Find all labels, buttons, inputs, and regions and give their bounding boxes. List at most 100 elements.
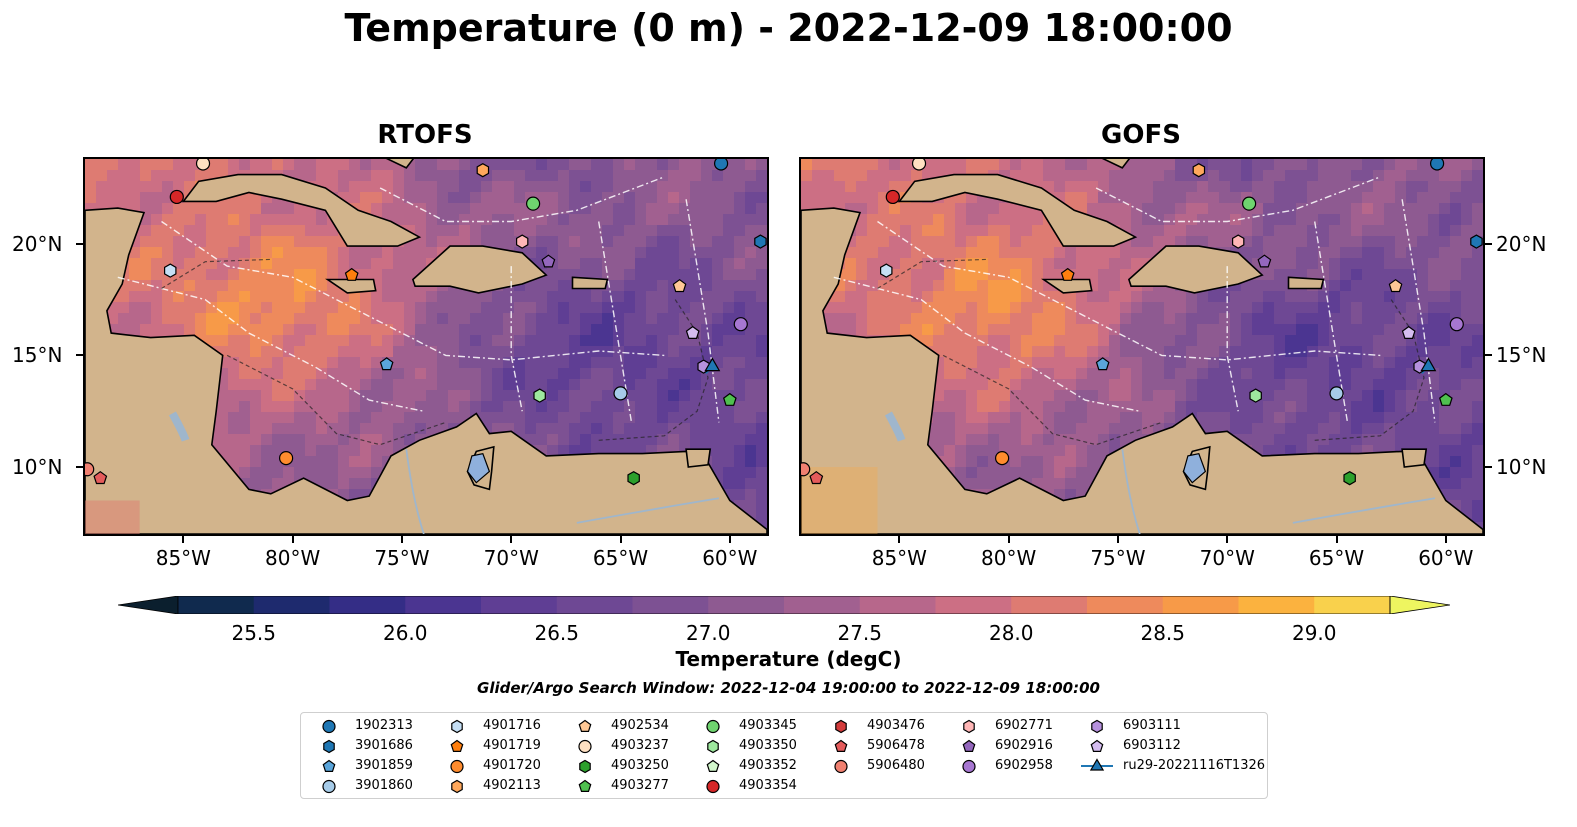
legend-item: 4903237 <box>567 736 692 756</box>
gofs-marker-4901719 <box>1060 267 1075 281</box>
legend-label: 6902958 <box>995 758 1053 773</box>
gofs-marker-4902534 <box>1388 278 1403 293</box>
rtofs-marker-4903277 <box>722 392 737 406</box>
legend-marker-1902313 <box>322 719 336 734</box>
legend-label: 6903111 <box>1123 718 1181 733</box>
rtofs-marker-1902313 <box>713 159 729 171</box>
legend-label: 6902916 <box>995 738 1053 753</box>
colorbar-tick-label: 26.5 <box>534 621 580 645</box>
x-tick-label: 60°W <box>1418 546 1474 570</box>
legend-item: 5906478 <box>823 736 948 756</box>
x-tick-mark <box>619 536 622 543</box>
gofs-map <box>799 157 1485 536</box>
x-tick-mark <box>510 536 513 543</box>
legend-label: 4903277 <box>611 778 669 793</box>
gofs-marker-6902958 <box>1449 317 1464 332</box>
gofs-marker-5906480 <box>801 462 811 477</box>
gofs-marker-3901860 <box>1329 386 1344 401</box>
rtofs-map <box>83 157 769 536</box>
legend-item: 4901720 <box>439 756 564 776</box>
legend-marker-4903354 <box>706 779 720 794</box>
figure-title: Temperature (0 m) - 2022-12-09 18:00:00 <box>344 6 1233 50</box>
legend-label: 3901686 <box>355 738 413 753</box>
rtofs-marker-6902916 <box>541 254 556 268</box>
panel-title-gofs: GOFS <box>1101 120 1181 150</box>
legend-marker-5906478 <box>834 739 848 752</box>
gofs-marker-4903250 <box>1343 471 1356 486</box>
rtofs-marker-3901686 <box>754 234 767 249</box>
legend-item: 4903250 <box>567 756 692 776</box>
gofs-marker-4903237 <box>911 159 927 171</box>
legend-marker-3901860 <box>322 779 336 794</box>
legend-label: 5906480 <box>867 758 925 773</box>
rtofs-marker-4902113 <box>476 163 490 178</box>
gofs-marker-4903354 <box>885 189 900 205</box>
legend-marker-6903112 <box>1090 739 1104 752</box>
legend-marker-4903250 <box>579 759 591 774</box>
x-tick-label: 70°W <box>483 546 539 570</box>
x-tick-label: 65°W <box>592 546 649 570</box>
legend-item: 4903476 <box>823 716 948 736</box>
legend-item: 3901859 <box>311 756 436 776</box>
legend-marker-4901720 <box>450 759 464 774</box>
colorbar-tick-label: 27.0 <box>685 621 731 645</box>
y-tick-label: 20°N <box>1496 231 1547 256</box>
legend-label: 4901719 <box>483 738 541 753</box>
legend-marker-4903350 <box>707 739 719 754</box>
legend-item: 6902916 <box>951 736 1076 756</box>
legend-item: 6902958 <box>951 756 1076 776</box>
legend-item: 4902534 <box>567 716 692 736</box>
legend-label: 4903354 <box>739 778 797 793</box>
x-tick-label: 85°W <box>871 546 927 570</box>
gofs-map-svg <box>801 159 1483 534</box>
gofs-marker-6902771 <box>1232 234 1245 249</box>
rtofs-marker-4901720 <box>279 451 294 466</box>
y-tick-label: 20°N <box>12 231 63 256</box>
colorbar-tick-label: 25.5 <box>231 621 277 645</box>
gofs-marker-4901716 <box>880 263 893 278</box>
legend-label: 4903250 <box>611 758 669 773</box>
y-tick-mark <box>76 354 83 357</box>
rtofs-marker-ru29-20221116T1326 <box>704 357 721 372</box>
rtofs-marker-3901860 <box>613 386 628 401</box>
legend-label: ru29-20221116T1326 <box>1123 758 1266 773</box>
x-tick-mark <box>1444 536 1447 543</box>
legend-marker-6903111 <box>1091 719 1103 734</box>
rtofs-marker-5906480 <box>85 462 95 477</box>
legend-marker-5906480 <box>834 759 848 774</box>
legend-marker-4903237 <box>578 739 592 754</box>
legend-item: ru29-20221116T1326 <box>1079 756 1265 776</box>
x-tick-label: 75°W <box>374 546 430 570</box>
legend-item: 4903277 <box>567 776 692 796</box>
x-tick-mark <box>182 536 185 543</box>
x-tick-label: 60°W <box>702 546 758 570</box>
y-tick-label: 15°N <box>1496 343 1547 368</box>
rtofs-marker-4903354 <box>169 189 184 205</box>
y-tick-label: 10°N <box>1496 455 1547 480</box>
x-tick-mark <box>1226 536 1229 543</box>
x-tick-mark <box>291 536 294 543</box>
legend-item: 3901686 <box>311 736 436 756</box>
gofs-marker-4901720 <box>995 451 1010 466</box>
y-tick-mark <box>1485 466 1492 469</box>
colorbar-tick-label: 29.0 <box>1291 621 1337 645</box>
colorbar-tick-label: 26.0 <box>382 621 428 645</box>
x-tick-label: 85°W <box>155 546 211 570</box>
x-tick-label: 65°W <box>1308 546 1365 570</box>
x-tick-label: 80°W <box>265 546 321 570</box>
legend-marker-ru29-20221116T1326 <box>1089 758 1105 771</box>
legend-marker-3901859 <box>322 759 336 772</box>
rtofs-marker-5906478 <box>93 470 108 485</box>
x-tick-mark <box>1335 536 1338 543</box>
legend-label: 4901720 <box>483 758 541 773</box>
y-tick-label: 15°N <box>12 343 63 368</box>
legend-label: 4903350 <box>739 738 797 753</box>
legend-label: 4903237 <box>611 738 669 753</box>
legend-item: 5906480 <box>823 756 948 776</box>
legend-item: 6903112 <box>1079 736 1204 756</box>
rtofs-marker-6903112 <box>685 325 700 339</box>
legend-label: 5906478 <box>867 738 925 753</box>
legend-marker-4903476 <box>835 719 847 734</box>
legend-label: 4901716 <box>483 718 541 733</box>
legend-marker-4901716 <box>451 719 463 734</box>
